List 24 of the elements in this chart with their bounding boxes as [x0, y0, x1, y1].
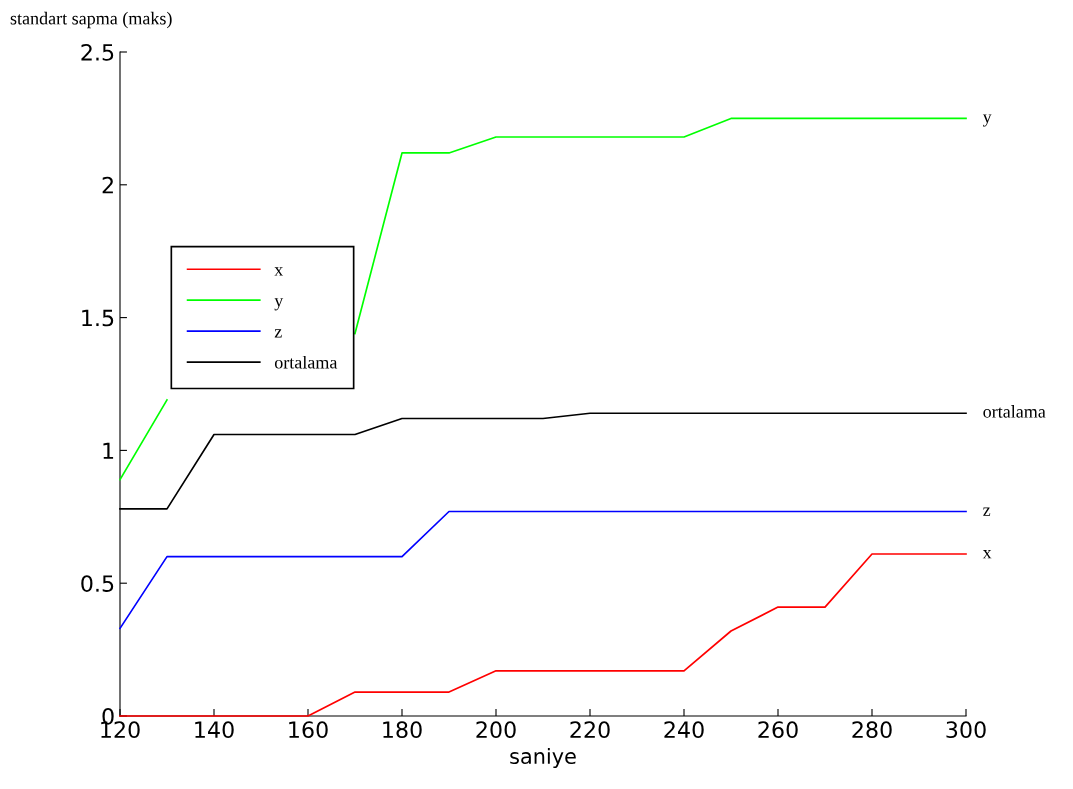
legend-label: ortalama [274, 355, 338, 369]
y-tick-label: 0.5 [81, 575, 114, 592]
x-tick-label: 160 [289, 721, 328, 739]
x-tick-label: 240 [664, 721, 704, 739]
y-tick-label: 1 [103, 442, 114, 459]
legend-label: x [274, 267, 284, 276]
y-axis-title: standart sapma (maks) [10, 11, 172, 29]
text: y [982, 114, 992, 127]
y-tick-label: 2 [102, 176, 113, 194]
x-tick-label: 220 [570, 721, 610, 739]
x-tick-label: 180 [383, 721, 422, 739]
text: x [982, 550, 992, 559]
legend-label: y [274, 298, 284, 311]
legend-label: z [274, 329, 282, 338]
x-tick-label: 260 [758, 721, 798, 739]
x-axis-title: saniye [510, 747, 576, 769]
x-tick-label: 280 [852, 721, 892, 739]
x-tick-label: 200 [476, 721, 516, 739]
text: ortalama [983, 405, 1046, 418]
y-tick-label: 2.5 [81, 43, 114, 61]
x-tick-label: 300 [946, 721, 986, 739]
y-tick-label: 1.5 [82, 309, 114, 327]
text: z [983, 507, 991, 516]
x-tick-label: 140 [195, 721, 234, 739]
